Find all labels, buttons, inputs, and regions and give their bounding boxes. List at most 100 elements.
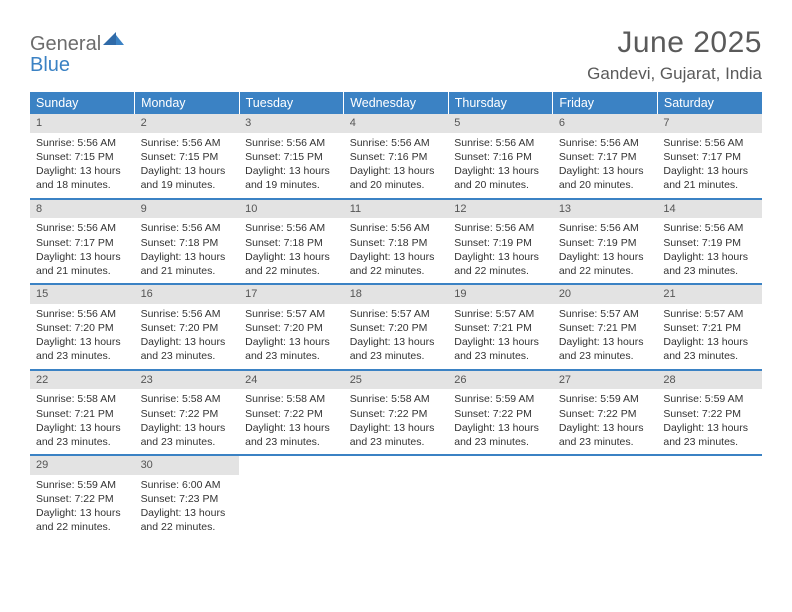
weekday-header: Saturday bbox=[657, 92, 762, 114]
calendar-day-cell: 17Sunrise: 5:57 AMSunset: 7:20 PMDayligh… bbox=[239, 284, 344, 370]
calendar-day-cell: 30Sunrise: 6:00 AMSunset: 7:23 PMDayligh… bbox=[135, 455, 240, 540]
day-body: Sunrise: 5:59 AMSunset: 7:22 PMDaylight:… bbox=[448, 389, 553, 454]
day-body: Sunrise: 5:56 AMSunset: 7:17 PMDaylight:… bbox=[553, 133, 658, 198]
calendar-day-cell bbox=[239, 455, 344, 540]
sunrise-line: Sunrise: 5:56 AM bbox=[454, 221, 547, 235]
logo-sail-icon bbox=[103, 30, 125, 48]
sunrise-line: Sunrise: 5:56 AM bbox=[559, 136, 652, 150]
daylight-line: Daylight: 13 hours and 20 minutes. bbox=[559, 164, 652, 192]
day-number: 6 bbox=[553, 114, 658, 133]
title-block: June 2025 Gandevi, Gujarat, India bbox=[587, 26, 762, 84]
day-body: Sunrise: 5:58 AMSunset: 7:22 PMDaylight:… bbox=[135, 389, 240, 454]
day-number: 26 bbox=[448, 371, 553, 390]
sunrise-line: Sunrise: 5:57 AM bbox=[454, 307, 547, 321]
day-number: 16 bbox=[135, 285, 240, 304]
sunset-line: Sunset: 7:22 PM bbox=[245, 407, 338, 421]
daylight-line: Daylight: 13 hours and 21 minutes. bbox=[663, 164, 756, 192]
sunrise-line: Sunrise: 5:56 AM bbox=[141, 307, 234, 321]
day-body: Sunrise: 5:57 AMSunset: 7:21 PMDaylight:… bbox=[657, 304, 762, 369]
sunrise-line: Sunrise: 5:56 AM bbox=[141, 221, 234, 235]
month-title: June 2025 bbox=[587, 26, 762, 60]
daylight-line: Daylight: 13 hours and 23 minutes. bbox=[350, 335, 443, 363]
sunset-line: Sunset: 7:16 PM bbox=[350, 150, 443, 164]
day-body: Sunrise: 5:57 AMSunset: 7:21 PMDaylight:… bbox=[553, 304, 658, 369]
day-body: Sunrise: 5:58 AMSunset: 7:22 PMDaylight:… bbox=[344, 389, 449, 454]
calendar-day-cell bbox=[657, 455, 762, 540]
day-number: 19 bbox=[448, 285, 553, 304]
calendar-day-cell: 9Sunrise: 5:56 AMSunset: 7:18 PMDaylight… bbox=[135, 199, 240, 285]
sunset-line: Sunset: 7:18 PM bbox=[141, 236, 234, 250]
day-number: 14 bbox=[657, 200, 762, 219]
calendar-day-cell bbox=[344, 455, 449, 540]
day-body: Sunrise: 5:59 AMSunset: 7:22 PMDaylight:… bbox=[657, 389, 762, 454]
daylight-line: Daylight: 13 hours and 22 minutes. bbox=[454, 250, 547, 278]
daylight-line: Daylight: 13 hours and 23 minutes. bbox=[141, 335, 234, 363]
daylight-line: Daylight: 13 hours and 23 minutes. bbox=[141, 421, 234, 449]
day-body: Sunrise: 5:56 AMSunset: 7:20 PMDaylight:… bbox=[135, 304, 240, 369]
sunset-line: Sunset: 7:18 PM bbox=[350, 236, 443, 250]
day-number: 3 bbox=[239, 114, 344, 133]
sunrise-line: Sunrise: 5:56 AM bbox=[245, 136, 338, 150]
sunset-line: Sunset: 7:21 PM bbox=[454, 321, 547, 335]
sunrise-line: Sunrise: 5:58 AM bbox=[245, 392, 338, 406]
calendar-page: General Blue June 2025 Gandevi, Gujarat,… bbox=[0, 0, 792, 560]
day-body: Sunrise: 5:56 AMSunset: 7:15 PMDaylight:… bbox=[30, 133, 135, 198]
daylight-line: Daylight: 13 hours and 23 minutes. bbox=[663, 335, 756, 363]
day-number: 9 bbox=[135, 200, 240, 219]
day-number: 15 bbox=[30, 285, 135, 304]
daylight-line: Daylight: 13 hours and 23 minutes. bbox=[454, 421, 547, 449]
day-number: 23 bbox=[135, 371, 240, 390]
sunset-line: Sunset: 7:16 PM bbox=[454, 150, 547, 164]
day-number: 24 bbox=[239, 371, 344, 390]
calendar-day-cell: 7Sunrise: 5:56 AMSunset: 7:17 PMDaylight… bbox=[657, 114, 762, 199]
sunset-line: Sunset: 7:21 PM bbox=[559, 321, 652, 335]
day-body: Sunrise: 5:56 AMSunset: 7:18 PMDaylight:… bbox=[344, 218, 449, 283]
calendar-day-cell: 3Sunrise: 5:56 AMSunset: 7:15 PMDaylight… bbox=[239, 114, 344, 199]
calendar-day-cell: 10Sunrise: 5:56 AMSunset: 7:18 PMDayligh… bbox=[239, 199, 344, 285]
daylight-line: Daylight: 13 hours and 20 minutes. bbox=[350, 164, 443, 192]
day-number: 28 bbox=[657, 371, 762, 390]
sunrise-line: Sunrise: 5:56 AM bbox=[559, 221, 652, 235]
daylight-line: Daylight: 13 hours and 23 minutes. bbox=[559, 421, 652, 449]
logo-word-2: Blue bbox=[30, 54, 70, 76]
sunrise-line: Sunrise: 5:56 AM bbox=[36, 307, 129, 321]
day-body: Sunrise: 5:57 AMSunset: 7:20 PMDaylight:… bbox=[344, 304, 449, 369]
day-number: 18 bbox=[344, 285, 449, 304]
daylight-line: Daylight: 13 hours and 23 minutes. bbox=[36, 421, 129, 449]
sunrise-line: Sunrise: 5:57 AM bbox=[245, 307, 338, 321]
calendar-day-cell: 6Sunrise: 5:56 AMSunset: 7:17 PMDaylight… bbox=[553, 114, 658, 199]
calendar-day-cell: 25Sunrise: 5:58 AMSunset: 7:22 PMDayligh… bbox=[344, 370, 449, 456]
day-body: Sunrise: 5:56 AMSunset: 7:17 PMDaylight:… bbox=[30, 218, 135, 283]
daylight-line: Daylight: 13 hours and 22 minutes. bbox=[350, 250, 443, 278]
calendar-week-row: 1Sunrise: 5:56 AMSunset: 7:15 PMDaylight… bbox=[30, 114, 762, 199]
weekday-header: Thursday bbox=[448, 92, 553, 114]
day-number: 27 bbox=[553, 371, 658, 390]
daylight-line: Daylight: 13 hours and 23 minutes. bbox=[454, 335, 547, 363]
sunset-line: Sunset: 7:20 PM bbox=[36, 321, 129, 335]
sunset-line: Sunset: 7:19 PM bbox=[559, 236, 652, 250]
sunset-line: Sunset: 7:22 PM bbox=[559, 407, 652, 421]
day-body: Sunrise: 5:56 AMSunset: 7:15 PMDaylight:… bbox=[135, 133, 240, 198]
calendar-day-cell: 28Sunrise: 5:59 AMSunset: 7:22 PMDayligh… bbox=[657, 370, 762, 456]
calendar-day-cell: 15Sunrise: 5:56 AMSunset: 7:20 PMDayligh… bbox=[30, 284, 135, 370]
sunset-line: Sunset: 7:17 PM bbox=[36, 236, 129, 250]
calendar-week-row: 15Sunrise: 5:56 AMSunset: 7:20 PMDayligh… bbox=[30, 284, 762, 370]
daylight-line: Daylight: 13 hours and 18 minutes. bbox=[36, 164, 129, 192]
day-body: Sunrise: 5:56 AMSunset: 7:19 PMDaylight:… bbox=[657, 218, 762, 283]
weekday-header-row: Sunday Monday Tuesday Wednesday Thursday… bbox=[30, 92, 762, 114]
sunrise-line: Sunrise: 5:56 AM bbox=[454, 136, 547, 150]
sunrise-line: Sunrise: 5:56 AM bbox=[245, 221, 338, 235]
daylight-line: Daylight: 13 hours and 19 minutes. bbox=[245, 164, 338, 192]
day-body: Sunrise: 5:56 AMSunset: 7:18 PMDaylight:… bbox=[239, 218, 344, 283]
sunrise-line: Sunrise: 5:58 AM bbox=[141, 392, 234, 406]
sunset-line: Sunset: 7:19 PM bbox=[663, 236, 756, 250]
daylight-line: Daylight: 13 hours and 19 minutes. bbox=[141, 164, 234, 192]
daylight-line: Daylight: 13 hours and 23 minutes. bbox=[350, 421, 443, 449]
sunrise-line: Sunrise: 5:56 AM bbox=[663, 221, 756, 235]
daylight-line: Daylight: 13 hours and 21 minutes. bbox=[36, 250, 129, 278]
sunrise-line: Sunrise: 5:56 AM bbox=[350, 136, 443, 150]
location-label: Gandevi, Gujarat, India bbox=[587, 64, 762, 84]
calendar-table: Sunday Monday Tuesday Wednesday Thursday… bbox=[30, 92, 762, 540]
calendar-day-cell: 27Sunrise: 5:59 AMSunset: 7:22 PMDayligh… bbox=[553, 370, 658, 456]
calendar-day-cell bbox=[448, 455, 553, 540]
